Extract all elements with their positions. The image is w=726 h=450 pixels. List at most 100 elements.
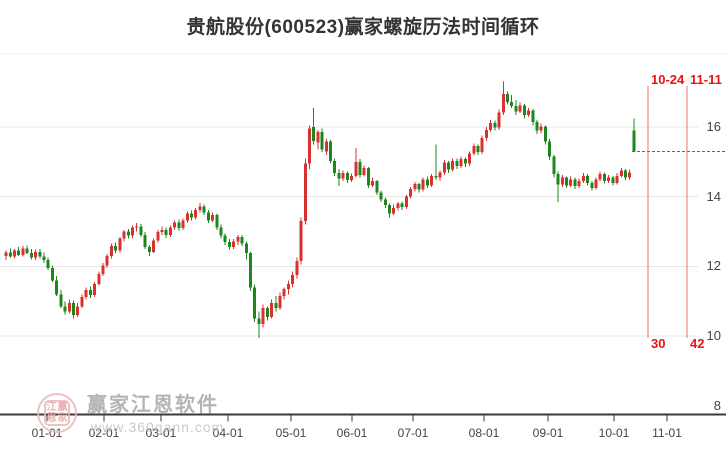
candle [501,93,505,113]
candle [510,101,514,107]
candle [101,265,105,275]
candle [413,184,417,190]
cycle-date-label: 11-11 [690,72,722,87]
candle [236,236,240,242]
candle [324,141,328,152]
watermark-seal-icon: 江赢恩家 [37,393,77,433]
x-axis-label: 08-01 [468,426,500,440]
x-axis-label: 03-01 [145,426,177,440]
candle [173,222,177,228]
y-axis-label: 14 [706,188,721,204]
candle [93,283,97,295]
candle [421,179,425,190]
candle [189,213,193,218]
y-axis-label: 8 [713,397,721,413]
candle [594,179,598,188]
candle [244,243,248,254]
x-axis-label: 11-01 [652,426,682,440]
candle [177,222,181,229]
candle [8,252,12,257]
candle [615,175,619,183]
candle [160,229,164,233]
candle [72,302,76,316]
candle [278,296,282,309]
candle [232,241,236,248]
candle [4,252,8,256]
candle [34,251,38,258]
candle [337,173,341,179]
candle [493,122,497,128]
candle [13,250,17,257]
candle [350,175,354,180]
candle [126,231,130,236]
candle [105,255,109,266]
candle [564,177,568,186]
x-axis-label: 04-01 [212,426,244,440]
candle [628,172,632,178]
chart-title: 贵航股份(600523)赢家螺旋历法时间循环 [186,17,540,38]
candle [316,132,320,143]
candle [375,181,379,193]
candle [223,235,227,243]
candle [181,220,185,229]
candle [581,175,585,182]
candle [333,161,337,174]
candle [274,302,278,309]
y-axis-label: 16 [706,119,721,134]
candle [476,146,480,153]
candle [400,203,404,208]
candle [202,206,206,213]
candle [80,297,84,307]
candle [602,174,606,182]
candle [114,246,118,251]
candle [185,213,189,221]
candle [396,203,400,208]
candle [543,126,547,142]
candle [219,227,223,236]
candle [29,253,33,258]
candle [560,177,564,185]
candle [388,205,392,214]
cycle-date-label: 10-24 [651,72,685,87]
candle [240,236,244,244]
candle [535,121,539,131]
candle [329,141,333,162]
candle [345,173,349,180]
candle [59,294,63,307]
candle [303,163,307,222]
watermark: 江赢恩家 赢家江恩软件 www.360gann.com [15,383,275,443]
candle [55,280,59,295]
candle [76,306,80,316]
candle [451,161,455,170]
candle [227,242,231,248]
candle [164,229,168,236]
candle [341,173,345,179]
candle [147,247,151,252]
candle [215,214,219,228]
candle [505,93,509,102]
candle [84,290,88,298]
candle [442,162,446,173]
candle [307,128,311,164]
cycle-count-label: 42 [690,336,705,351]
candle [489,122,493,130]
candle [63,306,67,312]
candle [577,181,581,187]
candle [598,174,602,180]
x-axis-label: 07-01 [397,426,429,440]
candle [392,207,396,214]
candle [198,206,202,210]
candle [194,209,198,218]
candle [409,189,413,197]
candle [265,308,269,317]
candle [472,146,476,154]
candle [109,246,113,256]
watermark-seal-characters: 江赢恩家 [44,400,70,426]
candle [206,212,210,221]
candle [358,161,362,176]
candle [556,174,560,185]
candle [514,106,518,112]
candle [569,179,573,186]
candle [459,159,463,167]
